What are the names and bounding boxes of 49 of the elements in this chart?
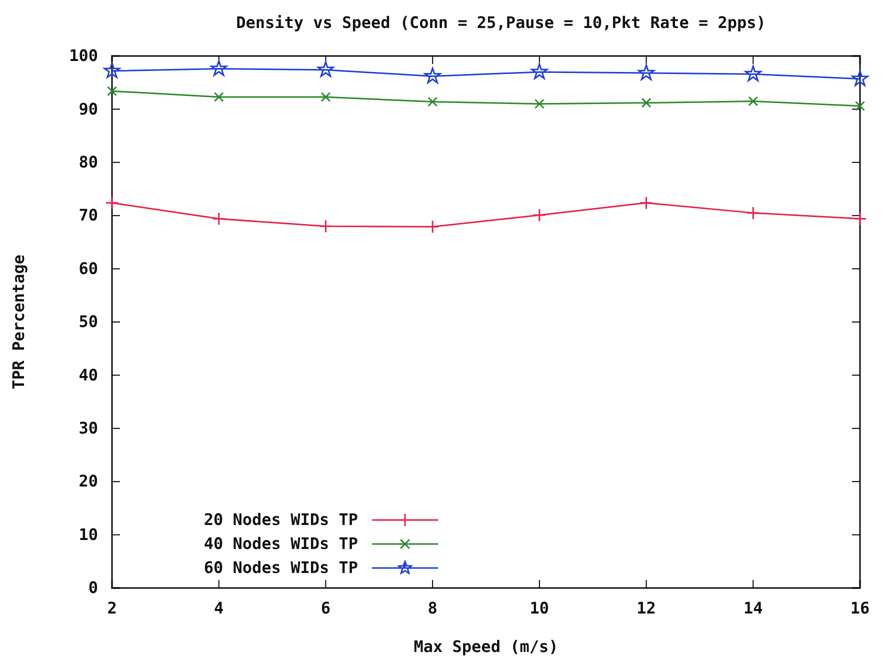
x-axis-title: Max Speed (m/s) [414,637,558,656]
x-tick-label: 4 [214,598,224,618]
point [532,208,546,222]
y-tick-label: 100 [69,46,98,66]
point [641,98,652,108]
point [107,86,117,96]
x-tick-label: 14 [744,598,763,618]
point [853,212,867,226]
y-tick-label: 90 [78,99,98,118]
point [852,70,868,86]
y-tick-label: 10 [78,524,98,544]
x-tick-label: 12 [636,598,656,618]
point [320,92,331,102]
point [744,65,762,82]
y-tick-label: 0 [88,578,98,598]
point [855,101,865,111]
y-tick-label: 50 [78,312,98,332]
point [428,96,438,107]
x-tick-label: 2 [107,598,117,618]
legend-label: 20 Nodes WIDs TP [204,510,358,529]
x-tick-label: 8 [428,598,438,618]
x-tick-label: 10 [530,598,550,618]
point [531,63,548,80]
chart-title: Density vs Speed (Conn = 25,Pause = 10,Pkt Rate = 2pps) [236,13,766,32]
y-tick-label: 30 [78,418,98,438]
point [748,96,758,106]
point [212,212,226,226]
x-tick-label: 6 [320,598,331,618]
point [210,60,228,76]
point [214,92,224,102]
point [638,64,655,80]
point [424,68,441,84]
point [640,196,654,210]
point [317,61,334,77]
point [104,62,120,78]
x-tick-label: 16 [850,598,870,618]
point [105,196,119,210]
y-tick-label: 20 [78,472,98,491]
y-tick-label: 80 [78,152,98,172]
point [746,206,760,220]
y-axis-title: TPR Percentage [9,254,28,390]
y-tick-label: 60 [78,258,98,278]
point [426,220,440,234]
y-tick-label: 40 [78,365,98,384]
legend-label: 40 Nodes WIDs TP [204,534,358,553]
legend-label: 60 Nodes WIDs TP [204,558,358,577]
y-tick-label: 70 [78,206,98,225]
point [318,219,332,233]
point [534,98,544,109]
